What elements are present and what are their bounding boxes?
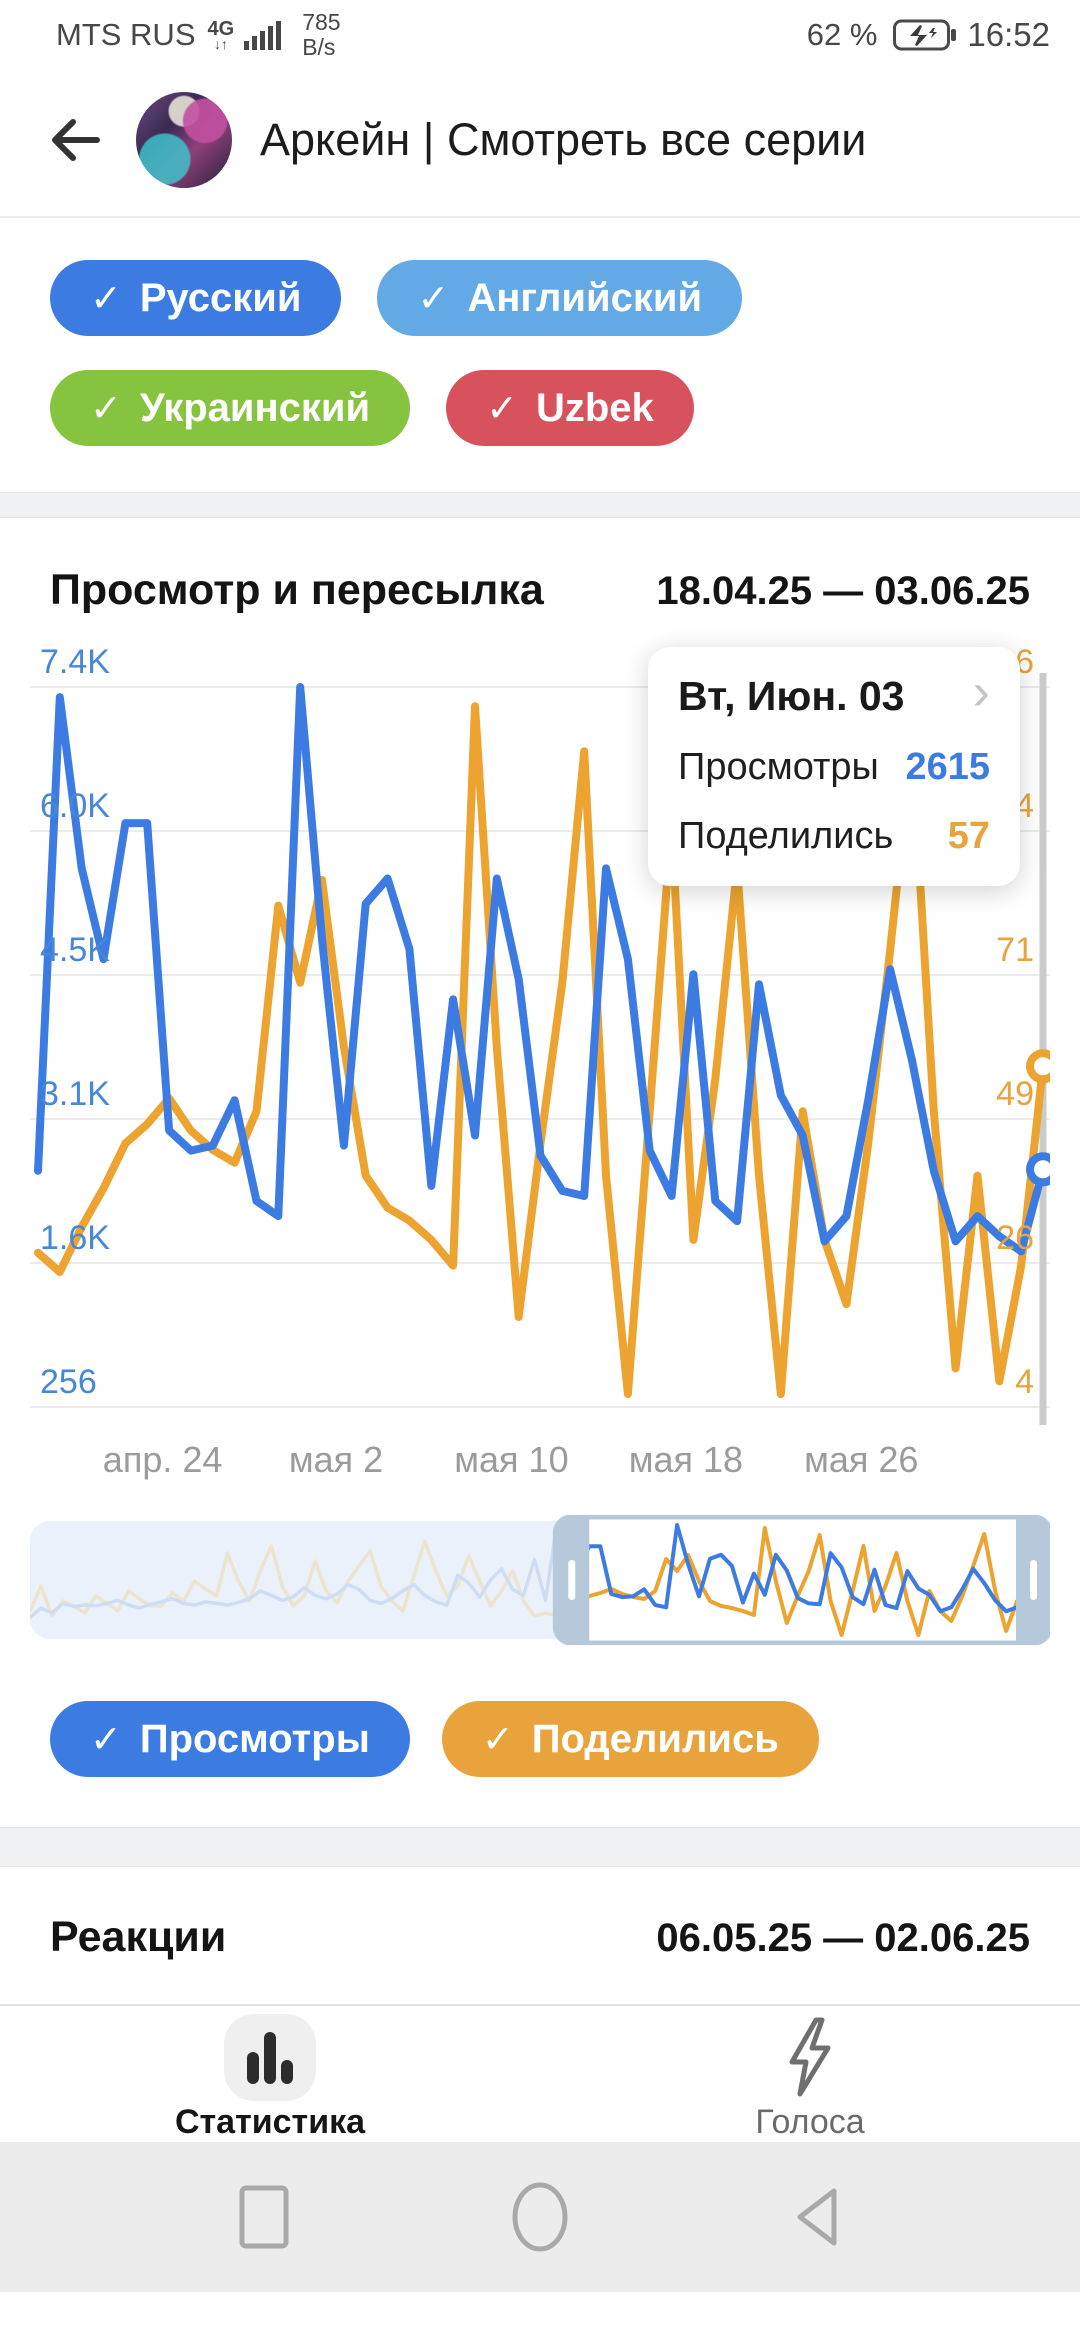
lightning-icon <box>764 2014 856 2101</box>
legend-chip-1[interactable]: ✓ Поделились <box>441 1701 819 1777</box>
section-separator <box>0 492 1080 518</box>
tooltip-row: Просмотры 2615 <box>678 746 990 788</box>
stats-bars-icon <box>224 2014 316 2101</box>
x-axis-tick: мая 2 <box>288 1439 384 1480</box>
check-icon: ✓ <box>417 277 450 320</box>
language-chip-1[interactable]: ✓ Английский <box>377 260 743 336</box>
reactions-date-range: 06.05.25 — 02.06.25 <box>656 1916 1030 1960</box>
y-left-tick: 4.5K <box>40 931 110 969</box>
chart-date-range: 18.04.25 — 03.06.25 <box>656 569 1030 613</box>
tab-statistics[interactable]: Статистика <box>0 2006 540 2142</box>
network-type-icon: 4G ↓↑ <box>207 18 235 52</box>
chart-minimap-scrollbar[interactable] <box>28 1514 1053 1646</box>
language-chip-label: Украинский <box>139 385 371 430</box>
tab-boosts-label: Голоса <box>755 2103 865 2141</box>
y-right-tick: 71 <box>996 931 1034 969</box>
language-chip-2[interactable]: ✓ Украинский <box>50 370 411 446</box>
x-axis-tick: мая 10 <box>454 1439 569 1480</box>
x-axis-tick: мая 26 <box>804 1439 919 1480</box>
tab-statistics-label: Статистика <box>174 2103 366 2141</box>
network-speed: 785 B/s <box>302 8 341 60</box>
home-circle-icon <box>512 2182 568 2252</box>
y-left-tick: 6.0K <box>40 787 110 825</box>
language-chip-label: Uzbek <box>535 385 654 430</box>
battery-percent-label: 62 % <box>806 17 878 52</box>
tooltip-date: Вт, Июн. 03 <box>678 673 905 719</box>
page-title: Аркейн | Смотреть все серии <box>260 114 867 165</box>
series-legend: ✓ Просмотры ✓ Поделились <box>0 1645 1080 1827</box>
language-chip-label: Русский <box>139 275 302 320</box>
language-chip-label: Английский <box>467 275 703 320</box>
header-divider <box>0 216 1080 218</box>
y-left-tick: 256 <box>40 1363 97 1401</box>
check-icon: ✓ <box>90 1718 122 1761</box>
signal-bars-icon <box>244 21 282 50</box>
x-axis-labels: апр. 24 мая 2 мая 10 мая 18 мая 26 <box>30 1425 1050 1489</box>
y-left-tick: 1.6K <box>40 1219 110 1257</box>
minimap-canvas[interactable] <box>28 1514 1053 1650</box>
back-arrow-icon <box>52 119 100 161</box>
tab-boosts[interactable]: Голоса <box>540 2006 1080 2142</box>
views-line <box>34 683 1047 1256</box>
clock-label: 16:52 <box>967 16 1050 53</box>
channel-avatar <box>136 92 232 188</box>
y-left-tick: 7.4K <box>40 643 110 681</box>
x-axis-tick: мая 18 <box>628 1439 744 1480</box>
reactions-section: Реакции 06.05.25 — 02.06.25 <box>0 1867 1080 2004</box>
back-nav-button[interactable] <box>776 2177 856 2257</box>
bottom-tab-bar: Статистика Голоса <box>0 2004 1080 2142</box>
chevron-right-icon[interactable]: › <box>972 662 990 721</box>
check-icon: ✓ <box>486 387 518 430</box>
status-bar: MTS RUS 4G ↓↑ 785 B/s 62 % 16:52 <box>0 0 1080 64</box>
minimap-chart[interactable] <box>28 1514 1053 1646</box>
battery-charging-icon <box>893 19 957 51</box>
y-left-tick: 3.1K <box>40 1075 110 1113</box>
check-icon: ✓ <box>481 1718 514 1761</box>
y-right-tick: 4 <box>1015 1363 1034 1401</box>
android-nav-bar <box>0 2142 1080 2292</box>
language-chip-0[interactable]: ✓ Русский <box>50 260 342 336</box>
page-header: Аркейн | Смотреть все серии <box>0 64 1080 216</box>
legend-chip-label: Просмотры <box>139 1716 370 1761</box>
recents-button[interactable] <box>224 2177 304 2257</box>
reactions-title: Реакции <box>50 1913 227 1961</box>
chart-title: Просмотр и пересылка <box>50 566 544 614</box>
check-icon: ✓ <box>90 277 122 320</box>
check-icon: ✓ <box>90 387 122 430</box>
carrier-label: MTS RUS <box>56 17 196 52</box>
y-right-tick: 49 <box>996 1075 1034 1113</box>
legend-chip-label: Поделились <box>531 1716 779 1761</box>
back-triangle-icon <box>797 2188 837 2246</box>
views-forwards-section: Просмотр и пересылка 18.04.25 — 03.06.25… <box>0 518 1080 1827</box>
views-marker <box>1026 1152 1060 1187</box>
language-chip-3[interactable]: ✓ Uzbek <box>446 370 694 446</box>
x-axis-tick: апр. 24 <box>102 1439 223 1480</box>
legend-chip-0[interactable]: ✓ Просмотры <box>50 1701 410 1777</box>
tooltip-row: Поделились 57 <box>678 815 990 857</box>
y-right-tick: 26 <box>996 1219 1034 1257</box>
home-button[interactable] <box>500 2177 580 2257</box>
recents-square-icon <box>239 2185 289 2249</box>
back-button[interactable] <box>40 105 110 175</box>
language-chips: ✓ Русский ✓ Английский ✓ Украинский ✓ Uz… <box>0 218 1080 492</box>
section-separator-2 <box>0 1827 1080 1867</box>
chart-tooltip[interactable]: Вт, Июн. 03 › Просмотры 2615 Поделились … <box>648 647 1020 886</box>
tooltip-rows: Просмотры 2615 Поделились 57 <box>678 746 990 858</box>
